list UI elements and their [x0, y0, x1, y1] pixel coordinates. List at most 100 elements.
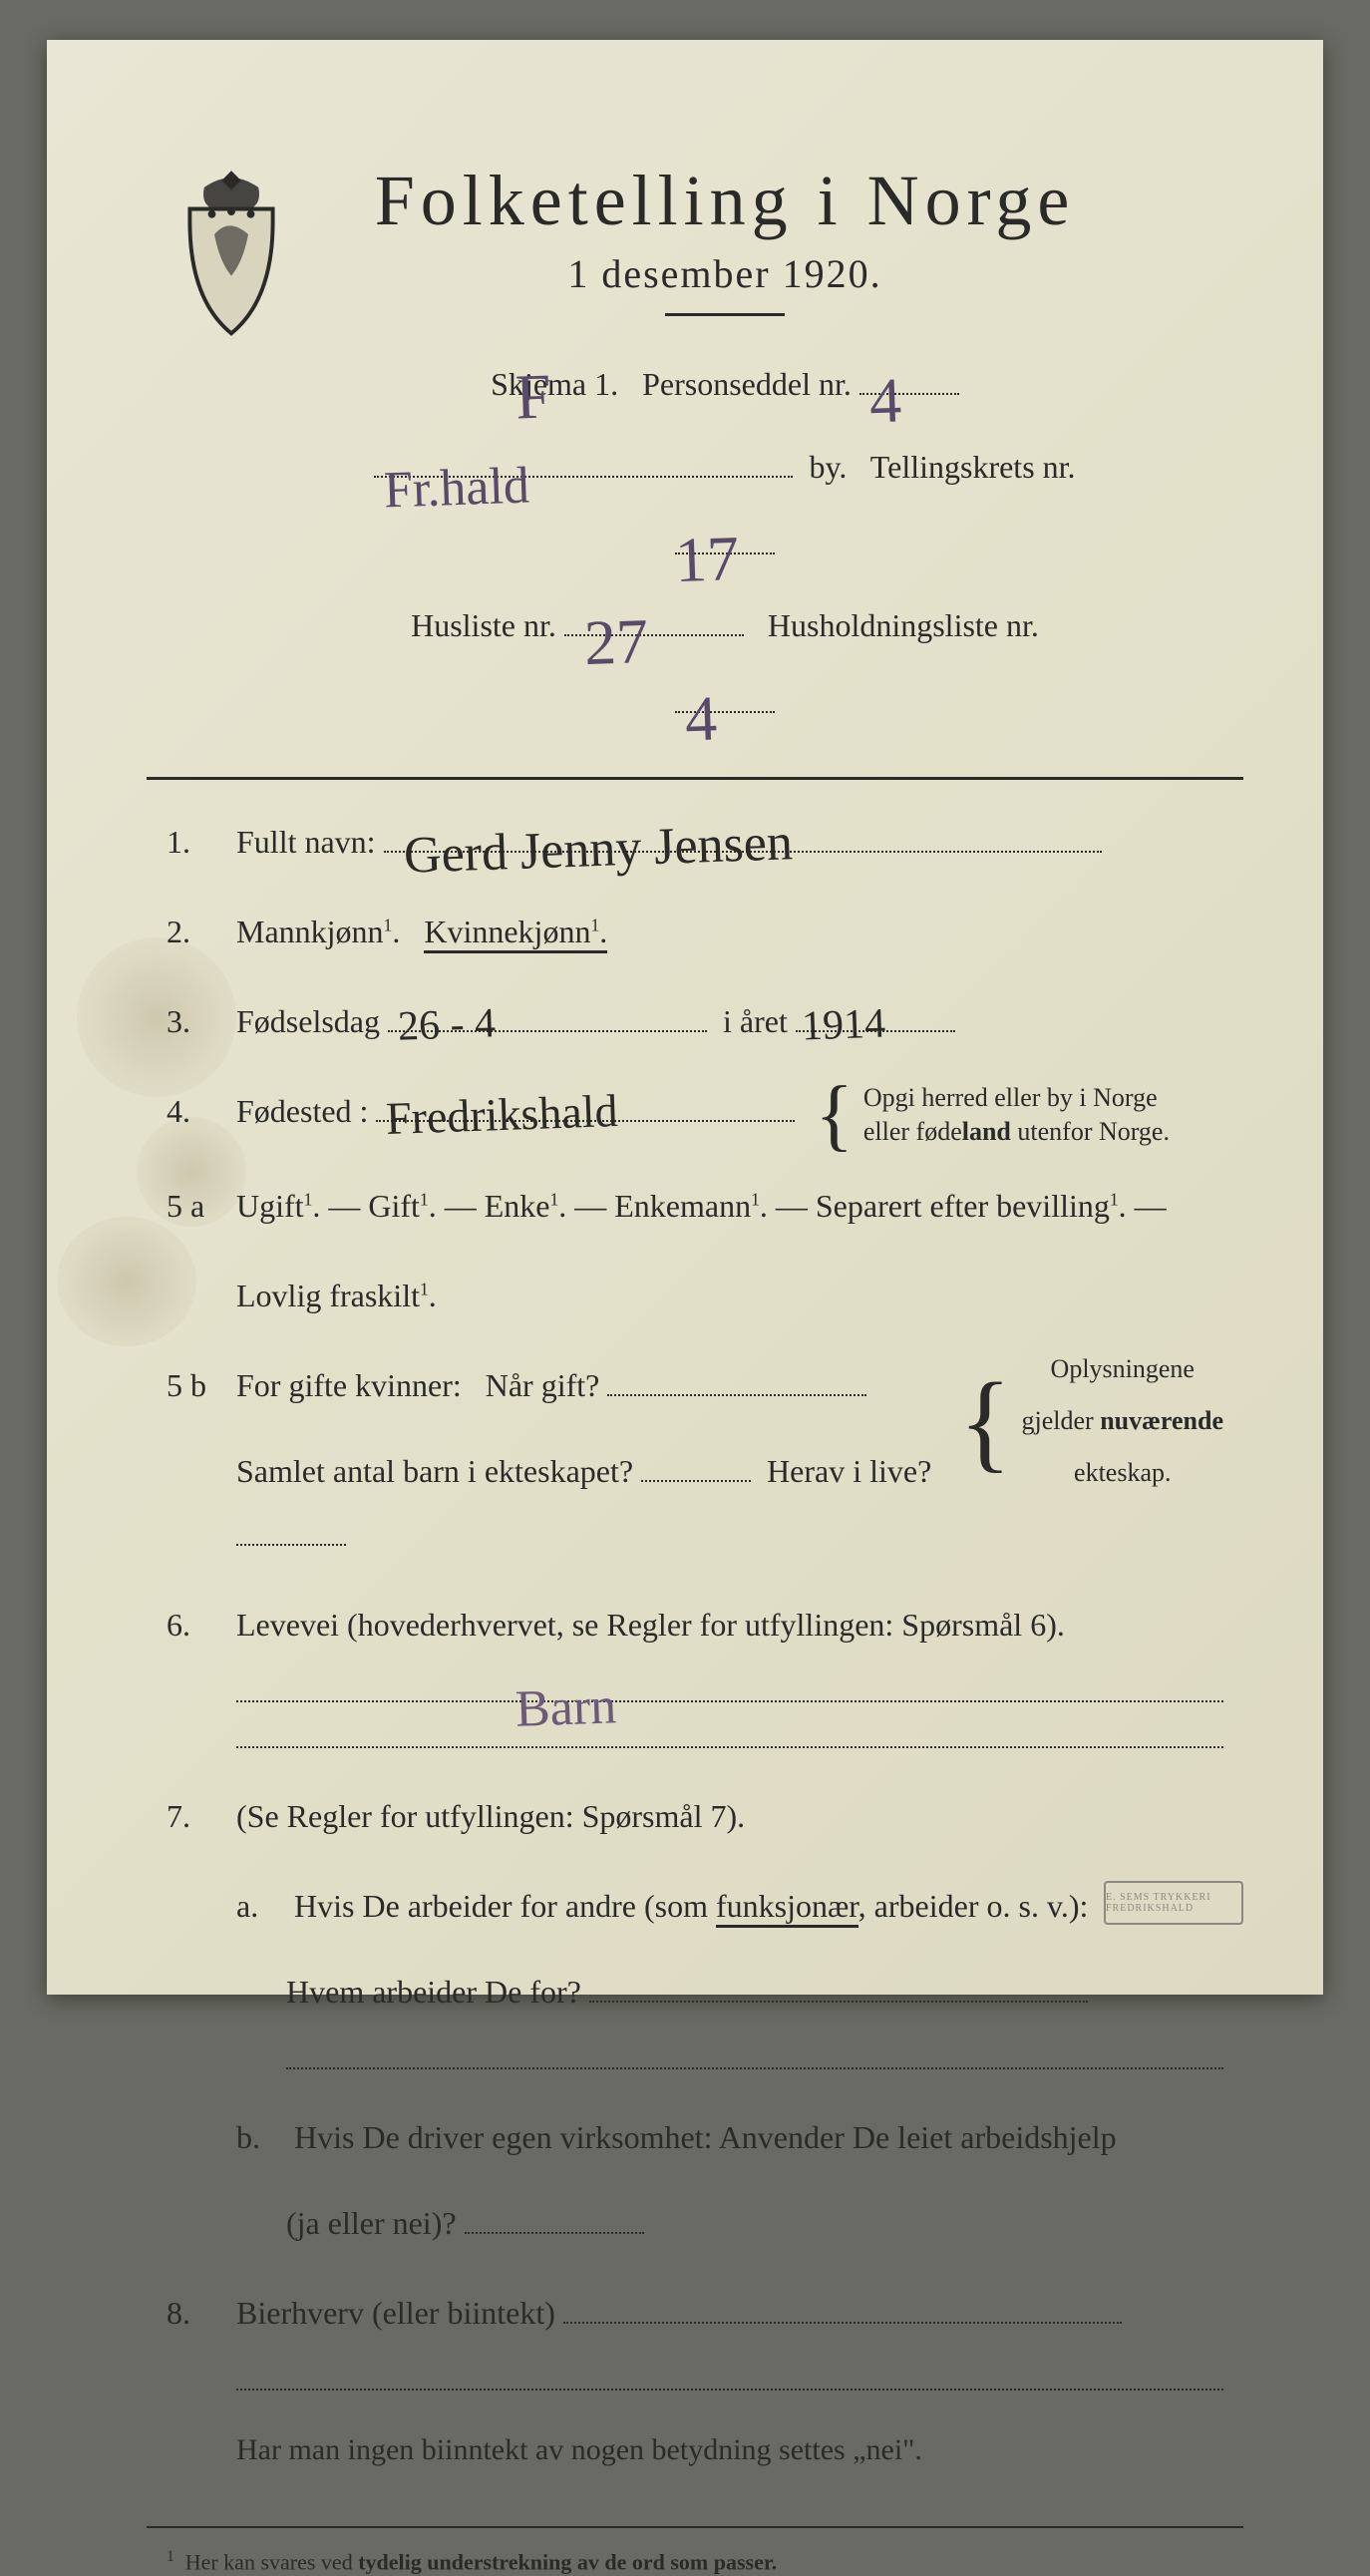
q4-note-text: Opgi herred eller by i Norge eller fødel…: [863, 1081, 1170, 1149]
tellingskrets-field: 17: [675, 519, 775, 553]
q-num: 4.: [167, 1079, 236, 1143]
q7a: a. Hvis De arbeider for andre (som funks…: [236, 1874, 1223, 2024]
husholdningsliste-label: Husholdningsliste nr.: [768, 607, 1039, 643]
q-num: 6.: [167, 1593, 236, 1656]
q8-field: [563, 2289, 1122, 2324]
q4-note: { Opgi herred eller by i Norge eller fød…: [815, 1081, 1170, 1149]
by-label: by.: [809, 449, 847, 485]
q3-label: Fødselsdag: [236, 1003, 380, 1039]
q6-answer-line: Barn: [236, 1700, 1223, 1702]
q2-female-selected: Kvinnekjønn1.: [424, 914, 607, 953]
meta-line-2: Fr.hald by. Tellingskrets nr. 17: [366, 429, 1084, 582]
q5a-options: Ugift1. — Gift1. — Enke1. — Enkemann1. —…: [236, 1188, 1167, 1224]
q-body: (Se Regler for utfyllingen: Spørsmål 7).: [236, 1784, 1223, 1848]
q-num: 5 b: [167, 1353, 236, 1417]
q5b-live-field: [236, 1511, 346, 1546]
q-body: Ugift1. — Gift1. — Enke1. — Enkemann1. —…: [236, 1174, 1223, 1327]
husliste-field: 27: [564, 601, 744, 636]
q7b-line2: (ja eller nei)?: [286, 2205, 457, 2241]
closing-note: Har man ingen biinntekt av nogen betydni…: [236, 2420, 1223, 2480]
q5b-line2-wrap: Samlet antal barn i ekteskapet? Herav i …: [236, 1439, 964, 1567]
header: Folketelling i Norge 1 desember 1920. F …: [167, 160, 1223, 747]
main-title: Folketelling i Norge: [326, 160, 1124, 242]
q1-field: Gerd Jenny Jensen: [384, 818, 1102, 853]
q7a-line2-wrap: Hvem arbeider De for?: [286, 1960, 1223, 2024]
q5b-note-text: Oplysningene gjelder nuværende ekteskap.: [1022, 1343, 1223, 1499]
q6-row: 6. Levevei (hovederhvervet, se Regler fo…: [167, 1593, 1223, 1656]
q-body: Fullt navn: Gerd Jenny Jensen: [236, 810, 1223, 874]
q-body: Fødselsdag 26 - 4 i året 1914: [236, 989, 1223, 1053]
q6-label: Levevei (hovederhvervet, se Regler for u…: [236, 1607, 1065, 1643]
question-list: 1. Fullt navn: Gerd Jenny Jensen 2. Mann…: [167, 810, 1223, 2480]
q7a-text: Hvis De arbeider for andre (som funksjon…: [294, 1888, 1088, 1928]
coat-of-arms-icon: [167, 170, 296, 339]
q7-intro: (Se Regler for utfyllingen: Spørsmål 7).: [236, 1798, 745, 1834]
q5b-l1b: Når gift?: [486, 1367, 600, 1403]
q-num: 1.: [167, 810, 236, 874]
q-body: Levevei (hovederhvervet, se Regler for u…: [236, 1593, 1223, 1656]
q-num: 8.: [167, 2281, 236, 2345]
title-block: Folketelling i Norge 1 desember 1920. F …: [326, 160, 1223, 747]
date-line: 1 desember 1920.: [326, 250, 1124, 297]
q5b-row: 5 b For gifte kvinner: Når gift? Samlet …: [167, 1353, 1223, 1567]
personseddel-label: Personseddel nr.: [642, 366, 852, 402]
footnote-divider: [147, 2526, 1243, 2528]
q4-label: Fødested :: [236, 1093, 368, 1129]
q-num: 3.: [167, 989, 236, 1053]
footnote: 1 Her kan svares ved tydelig understrekn…: [167, 2548, 1223, 2575]
q3-year-label: i året: [723, 1003, 788, 1039]
q-num: 2.: [167, 900, 236, 963]
meta-block: F Skjema 1. Personseddel nr. 4 Fr.hald b…: [326, 346, 1124, 741]
q-body: Mannkjønn1. Kvinnekjønn1.: [236, 900, 1223, 963]
q7a-line2: Hvem arbeider De for?: [286, 1974, 581, 2010]
footnote-marker: 1: [167, 2548, 174, 2565]
title-rule: [665, 313, 785, 316]
meta-line-3: Husliste nr. 27 Husholdningsliste nr. 4: [366, 587, 1084, 741]
q5b-l2a: Samlet antal barn i ekteskapet?: [236, 1453, 633, 1489]
footnote-text: Her kan svares ved tydelig understreknin…: [185, 2550, 777, 2575]
q1-row: 1. Fullt navn: Gerd Jenny Jensen: [167, 810, 1223, 874]
skjema-label: Skjema 1.: [491, 366, 618, 402]
printer-stamp: E. SEMS TRYKKERI FREDRIKSHALD: [1104, 1881, 1243, 1925]
brace-icon: {: [815, 1095, 853, 1135]
q7b-text: Hvis De driver egen virksomhet: Anvender…: [294, 2119, 1117, 2155]
by-field: Fr.hald: [374, 443, 793, 478]
q3-day-field: 26 - 4: [388, 997, 707, 1032]
q6-answer-line-2: [236, 1746, 1223, 1748]
q6-value: Barn: [514, 1656, 618, 1762]
q5b-gift-field: [607, 1361, 866, 1396]
q3-row: 3. Fødselsdag 26 - 4 i året 1914: [167, 989, 1223, 1053]
q3-year-value: 1914: [800, 981, 886, 1068]
husholdningsliste-value: 4: [682, 641, 719, 796]
q5b-l2b: Herav i live?: [767, 1453, 931, 1489]
q7a-label: a.: [236, 1874, 286, 1938]
husholdningsliste-field: 4: [675, 678, 775, 713]
q5a-line2: Lovlig fraskilt1.: [236, 1264, 1223, 1327]
q5b-l1a: For gifte kvinner:: [236, 1367, 462, 1403]
q5a-row: 5 a Ugift1. — Gift1. — Enke1. — Enkemann…: [167, 1174, 1223, 1327]
q4-value: Fredrikshald: [385, 1065, 620, 1165]
q-num: 5 a: [167, 1174, 236, 1238]
husliste-value: 27: [581, 564, 650, 720]
by-value: Fr.hald: [382, 424, 531, 553]
q5b-barn-field: [641, 1447, 751, 1482]
q8-label: Bierhverv (eller biintekt): [236, 2295, 555, 2331]
q8-extra-line: [236, 2389, 1223, 2391]
q8-row: 8. Bierhverv (eller biintekt): [167, 2281, 1223, 2345]
personseddel-field: 4: [859, 360, 959, 395]
q5b-note: { Oplysningene gjelder nuværende ekteska…: [959, 1343, 1223, 1499]
q4-row: 4. Fødested : Fredrikshald { Opgi herred…: [167, 1079, 1223, 1148]
q3-day-value: 26 - 4: [397, 981, 498, 1068]
q1-value: Gerd Jenny Jensen: [402, 791, 794, 909]
q7-row: 7. (Se Regler for utfyllingen: Spørsmål …: [167, 1784, 1223, 1848]
q2-row: 2. Mannkjønn1. Kvinnekjønn1.: [167, 900, 1223, 963]
husliste-label: Husliste nr.: [411, 607, 556, 643]
q7b-line2-wrap: (ja eller nei)?: [286, 2191, 1223, 2255]
q7b: b. Hvis De driver egen virksomhet: Anven…: [236, 2105, 1223, 2255]
q7b-label: b.: [236, 2105, 286, 2169]
meta-line-1: F Skjema 1. Personseddel nr. 4: [366, 346, 1084, 423]
q2-male: Mannkjønn1.: [236, 914, 400, 949]
brace-icon: {: [959, 1394, 1012, 1449]
q1-label: Fullt navn:: [236, 824, 376, 860]
q7b-field: [465, 2199, 644, 2234]
